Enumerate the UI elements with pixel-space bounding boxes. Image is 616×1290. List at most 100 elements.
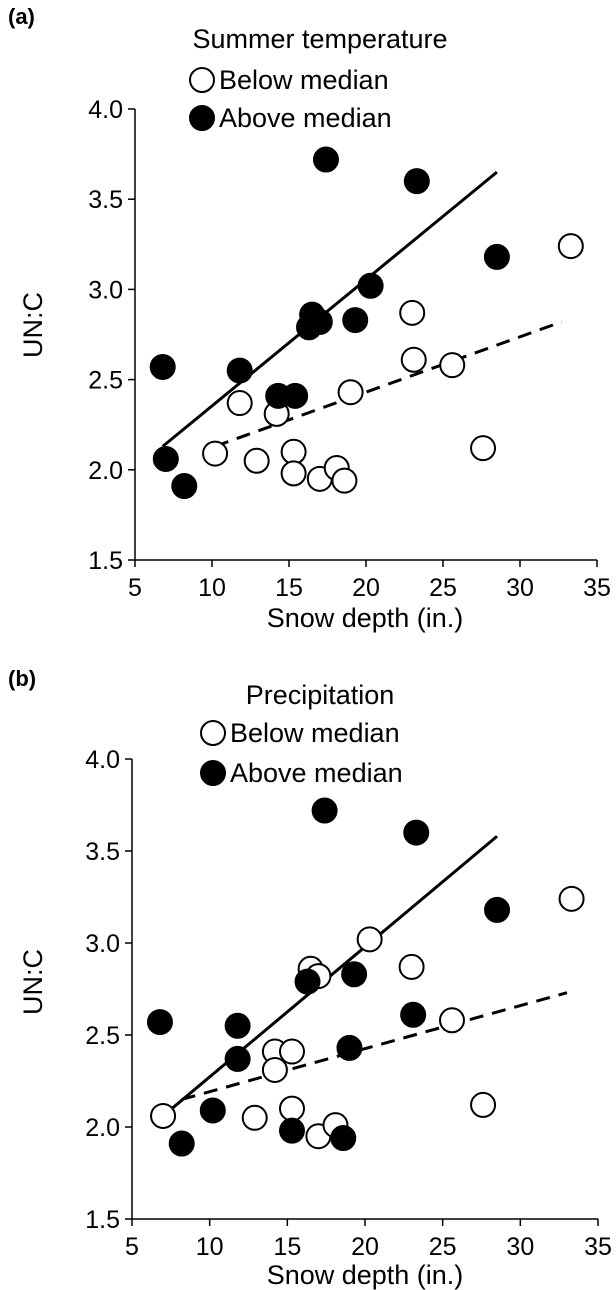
point-below-median xyxy=(150,1102,177,1129)
point-above-median xyxy=(312,146,339,173)
point-below-median xyxy=(438,1007,465,1034)
point-above-median xyxy=(336,1034,363,1061)
x-tick-label: 5 xyxy=(125,1233,139,1261)
point-below-median xyxy=(280,438,307,465)
legend-title: Summer temperature xyxy=(192,24,447,54)
point-below-median xyxy=(226,390,253,417)
legend-label-below-median: Below median xyxy=(230,718,400,748)
point-above-median xyxy=(278,1117,305,1144)
x-tick-label: 5 xyxy=(128,574,142,602)
x-axis-label: Snow depth (in.) xyxy=(267,1260,464,1290)
point-below-median xyxy=(261,1056,288,1083)
point-above-median xyxy=(171,473,198,500)
y-tick-label: 1.5 xyxy=(85,1206,120,1234)
y-tick-label: 2.5 xyxy=(85,1022,120,1050)
point-below-median xyxy=(557,233,584,260)
legend-marker-below-median xyxy=(189,67,215,93)
point-above-median xyxy=(224,1012,251,1039)
y-tick-label: 3.5 xyxy=(88,186,123,214)
legend-marker-below-median xyxy=(200,720,226,746)
dashed-fit-line xyxy=(214,320,563,448)
point-below-median xyxy=(356,926,383,953)
y-tick-label: 4.0 xyxy=(85,746,120,774)
x-tick-label: 15 xyxy=(273,1233,301,1261)
point-below-median xyxy=(241,1104,268,1131)
y-tick-label: 3.5 xyxy=(85,838,120,866)
panel-a: (a) Summer temperature Below median Abov… xyxy=(8,4,611,633)
legend-title: Precipitation xyxy=(246,680,395,710)
data-points xyxy=(146,797,585,1157)
point-below-median xyxy=(280,460,307,487)
point-below-median xyxy=(331,467,358,494)
fit-lines xyxy=(161,170,563,448)
point-above-median xyxy=(168,1130,195,1157)
point-above-median xyxy=(400,1001,427,1028)
x-tick-label: 10 xyxy=(196,1233,224,1261)
y-axis-ticks: 1.5 2.0 2.5 3.0 3.5 4.0 xyxy=(85,746,132,1234)
point-above-median xyxy=(152,445,179,472)
x-tick-label: 15 xyxy=(275,574,303,602)
point-above-median xyxy=(149,353,176,380)
point-above-median xyxy=(146,1009,173,1036)
x-tick-label: 25 xyxy=(429,1233,457,1261)
point-above-median xyxy=(341,961,368,988)
point-below-median xyxy=(337,379,364,406)
point-above-median xyxy=(357,272,384,299)
x-tick-label: 30 xyxy=(506,1233,534,1261)
point-below-median xyxy=(278,1095,305,1122)
point-above-median xyxy=(484,896,511,923)
point-below-median xyxy=(470,435,497,462)
point-below-median xyxy=(400,346,427,373)
y-tick-label: 2.0 xyxy=(85,1114,120,1142)
point-below-median xyxy=(243,447,270,474)
point-above-median xyxy=(199,1097,226,1124)
dashed-fit-line xyxy=(181,991,568,1101)
legend-marker-above-median xyxy=(200,760,226,786)
y-axis-label: UN:C xyxy=(18,949,48,1015)
y-axis-label: UN:C xyxy=(18,292,48,358)
y-tick-label: 3.0 xyxy=(85,930,120,958)
point-below-median xyxy=(398,953,425,980)
panel-label: (b) xyxy=(8,666,36,691)
point-above-median xyxy=(403,819,430,846)
y-tick-label: 2.0 xyxy=(88,457,123,485)
x-tick-label: 20 xyxy=(352,574,380,602)
point-above-median xyxy=(306,308,333,335)
x-tick-label: 20 xyxy=(351,1233,379,1261)
point-above-median xyxy=(483,243,510,270)
point-below-median xyxy=(202,440,229,467)
point-above-median xyxy=(330,1125,357,1152)
x-tick-label: 35 xyxy=(583,574,611,602)
point-below-median xyxy=(558,885,585,912)
y-tick-label: 2.5 xyxy=(88,367,123,395)
x-axis-ticks: 5 10 15 20 25 30 35 xyxy=(125,1219,612,1261)
y-tick-label: 1.5 xyxy=(88,547,123,575)
point-above-median xyxy=(282,382,309,409)
x-tick-label: 30 xyxy=(506,574,534,602)
x-axis-ticks: 5 10 15 20 25 30 35 xyxy=(128,560,611,602)
solid-fit-line xyxy=(161,170,498,448)
point-below-median xyxy=(439,352,466,379)
point-above-median xyxy=(226,357,253,384)
data-points xyxy=(149,146,584,500)
x-tick-label: 25 xyxy=(429,574,457,602)
point-above-median xyxy=(403,168,430,195)
y-axis-ticks: 1.5 2.0 2.5 3.0 3.5 4.0 xyxy=(88,96,135,575)
point-above-median xyxy=(311,797,338,824)
point-above-median xyxy=(224,1045,251,1072)
x-tick-label: 35 xyxy=(584,1233,612,1261)
point-above-median xyxy=(294,968,321,995)
panel-label: (a) xyxy=(8,4,35,29)
point-below-median xyxy=(470,1091,497,1118)
legend-label-above-median: Above median xyxy=(219,103,392,133)
panel-b: (b) Precipitation Below median Above med… xyxy=(8,666,612,1290)
x-tick-label: 10 xyxy=(198,574,226,602)
point-below-median xyxy=(278,1038,305,1065)
y-tick-label: 3.0 xyxy=(88,276,123,304)
legend-label-above-median: Above median xyxy=(230,758,403,788)
legend-label-below-median: Below median xyxy=(219,65,389,95)
point-below-median xyxy=(399,299,426,326)
x-axis-label: Snow depth (in.) xyxy=(267,603,464,633)
y-tick-label: 4.0 xyxy=(88,96,123,124)
